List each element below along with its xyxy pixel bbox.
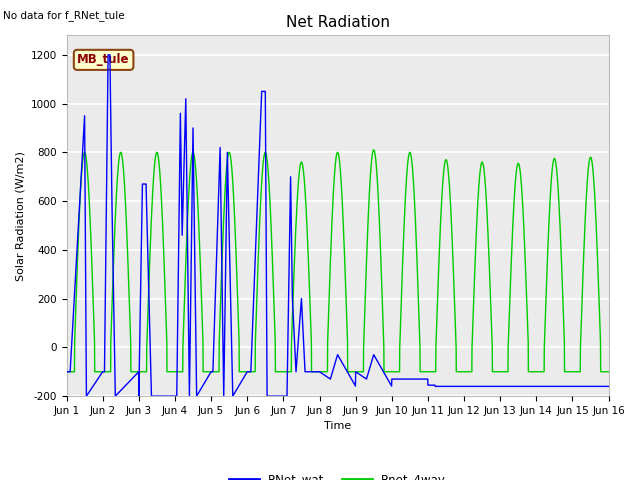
Text: MB_tule: MB_tule (77, 53, 130, 66)
Title: Net Radiation: Net Radiation (285, 15, 390, 30)
Y-axis label: Solar Radiation (W/m2): Solar Radiation (W/m2) (15, 151, 25, 281)
Text: No data for f_RNet_tule: No data for f_RNet_tule (3, 11, 125, 22)
Legend: RNet_wat, Rnet_4way: RNet_wat, Rnet_4way (225, 469, 451, 480)
X-axis label: Time: Time (324, 421, 351, 432)
